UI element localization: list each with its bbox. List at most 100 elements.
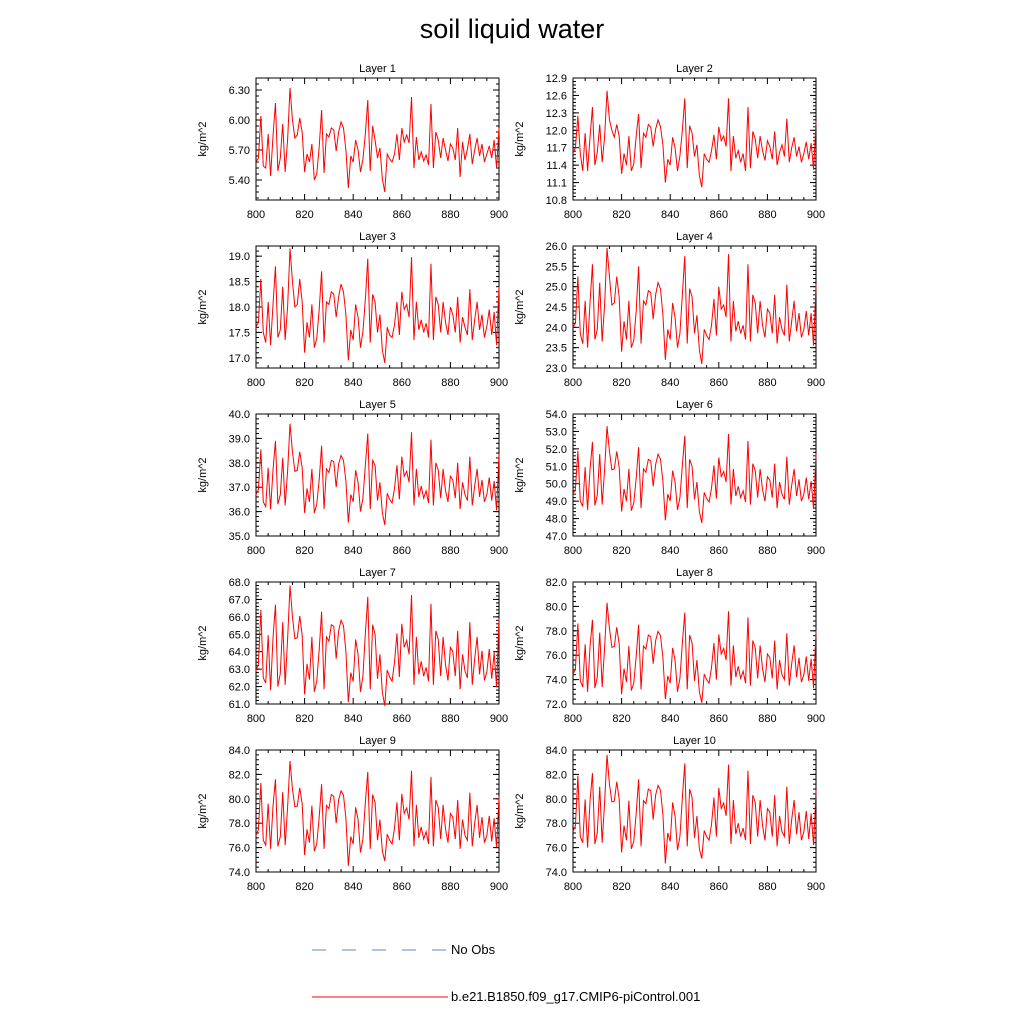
y-tick-label: 63.0	[229, 664, 250, 676]
y-tick-label: 54.0	[546, 409, 567, 421]
x-tick-label: 840	[344, 881, 362, 893]
y-tick-label: 74.0	[229, 867, 250, 879]
legend-swatch-no-obs	[312, 949, 448, 951]
y-tick-label: 47.0	[546, 531, 567, 543]
series-line	[572, 602, 817, 703]
x-tick-label: 860	[710, 545, 728, 557]
x-tick-label: 900	[807, 713, 825, 725]
y-tick-label: 24.5	[546, 302, 567, 314]
y-tick-label: 61.0	[229, 699, 250, 711]
x-tick-label: 880	[441, 377, 459, 389]
y-tick-label: 6.00	[229, 115, 250, 127]
x-tick-label: 880	[441, 713, 459, 725]
y-tick-label: 18.5	[229, 277, 250, 289]
x-tick-label: 820	[612, 881, 630, 893]
panel-frame	[255, 581, 500, 705]
y-tick-label: 67.0	[229, 594, 250, 606]
y-tick-label: 23.0	[546, 363, 567, 375]
y-tick-label: 78.0	[546, 626, 567, 638]
panel-frame	[572, 749, 817, 873]
y-tick-label: 74.0	[546, 675, 567, 687]
x-tick-label: 860	[393, 545, 411, 557]
x-tick-label: 880	[758, 209, 776, 221]
y-tick-label: 19.0	[229, 251, 250, 263]
panel-frame	[572, 581, 817, 705]
x-tick-label: 800	[564, 713, 582, 725]
x-tick-label: 860	[393, 209, 411, 221]
y-tick-label: 40.0	[229, 409, 250, 421]
panel-title: Layer 5	[359, 399, 396, 411]
y-tick-label: 82.0	[229, 769, 250, 781]
x-tick-label: 880	[758, 377, 776, 389]
x-tick-label: 840	[344, 713, 362, 725]
y-tick-label: 35.0	[229, 531, 250, 543]
x-tick-label: 820	[612, 377, 630, 389]
y-tick-label: 62.0	[229, 682, 250, 694]
x-tick-label: 900	[490, 713, 508, 725]
y-tick-label: 84.0	[229, 745, 250, 757]
x-tick-label: 900	[490, 545, 508, 557]
panel-title: Layer 8	[676, 567, 713, 579]
x-tick-label: 860	[710, 209, 728, 221]
y-tick-label: 74.0	[546, 867, 567, 879]
panel-frame	[255, 749, 500, 873]
x-tick-label: 820	[295, 209, 313, 221]
x-tick-label: 840	[661, 377, 679, 389]
panel-layer-1: Layer 1 kg/m^2 800 820 840 860 880 900 5.40 5.70 6…	[197, 63, 508, 221]
panel-frame	[255, 413, 500, 537]
x-tick-label: 820	[295, 545, 313, 557]
x-tick-label: 900	[490, 209, 508, 221]
x-tick-label: 840	[661, 713, 679, 725]
x-tick-label: 820	[612, 545, 630, 557]
y-tick-label: 82.0	[546, 577, 567, 589]
x-tick-label: 800	[564, 377, 582, 389]
y-tick-label: 82.0	[546, 769, 567, 781]
legend-entry-no-obs: No Obs	[310, 940, 810, 960]
y-tick-label: 76.0	[546, 843, 567, 855]
y-tick-label: 39.0	[229, 433, 250, 445]
x-tick-label: 860	[393, 377, 411, 389]
x-tick-label: 880	[441, 209, 459, 221]
y-tick-label: 68.0	[229, 577, 250, 589]
x-tick-label: 840	[344, 209, 362, 221]
panel-frame	[572, 413, 817, 537]
x-tick-label: 820	[612, 713, 630, 725]
x-tick-label: 840	[344, 545, 362, 557]
y-tick-label: 38.0	[229, 458, 250, 470]
x-tick-label: 860	[710, 377, 728, 389]
x-tick-label: 800	[564, 881, 582, 893]
y-axis-label: kg/m^2	[514, 793, 526, 828]
x-tick-label: 860	[393, 881, 411, 893]
panel-title: Layer 6	[676, 399, 713, 411]
panel-title: Layer 10	[673, 735, 716, 747]
panel-title: Layer 2	[676, 63, 713, 75]
panel-layer-3: Layer 3 kg/m^2 800 820 840 860 880 900 17.0 17.5 1…	[197, 231, 508, 389]
x-tick-label: 840	[661, 881, 679, 893]
legend-label-no-obs: No Obs	[451, 942, 496, 957]
x-tick-label: 900	[490, 881, 508, 893]
figure-title: soil liquid water	[419, 14, 605, 44]
x-tick-label: 900	[807, 209, 825, 221]
panel-title: Layer 3	[359, 231, 396, 243]
y-tick-label: 18.0	[229, 302, 250, 314]
y-axis-label: kg/m^2	[197, 121, 209, 156]
panel-title: Layer 7	[359, 567, 396, 579]
x-tick-label: 840	[661, 209, 679, 221]
y-tick-label: 64.0	[229, 647, 250, 659]
y-tick-label: 11.7	[546, 143, 567, 155]
series-line	[255, 585, 500, 706]
x-tick-label: 900	[490, 377, 508, 389]
y-tick-label: 76.0	[229, 843, 250, 855]
y-tick-label: 26.0	[546, 241, 567, 253]
x-tick-label: 880	[441, 545, 459, 557]
panel-layer-6: Layer 6 kg/m^2 800 820 840 860 880 900 47.0 48.0 4…	[514, 399, 825, 557]
legend-entry-model: b.e21.B1850.f09_g17.CMIP6-piControl.001	[310, 987, 810, 1007]
x-tick-label: 800	[564, 209, 582, 221]
legend-label-model: b.e21.B1850.f09_g17.CMIP6-piControl.001	[451, 989, 701, 1004]
panel-frame	[572, 245, 817, 369]
x-tick-label: 860	[710, 881, 728, 893]
panel-title: Layer 4	[676, 231, 713, 243]
legend-swatch-model	[312, 996, 448, 998]
series-line	[572, 426, 817, 524]
y-axis-label: kg/m^2	[197, 793, 209, 828]
